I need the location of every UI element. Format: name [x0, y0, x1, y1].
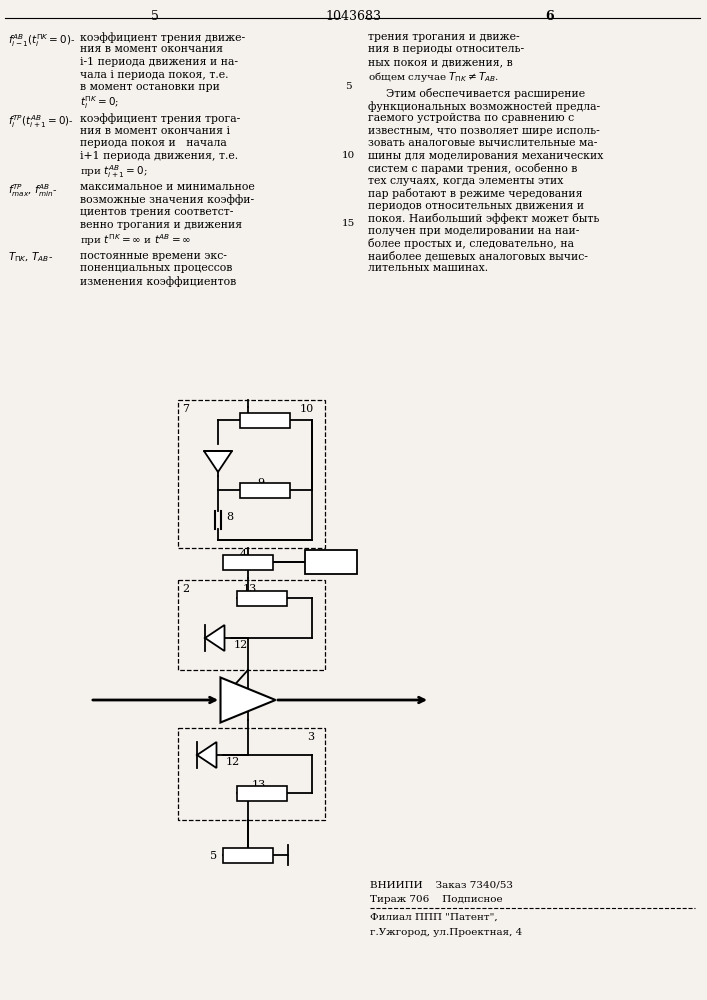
Text: более простых и, следовательно, на: более простых и, следовательно, на	[368, 238, 574, 249]
Polygon shape	[197, 742, 216, 768]
Text: общем случае $T_{\Pi K} \neq T_{AB}$.: общем случае $T_{\Pi K} \neq T_{AB}$.	[368, 70, 499, 84]
Text: г.Ужгород, ул.Проектная, 4: г.Ужгород, ул.Проектная, 4	[370, 928, 522, 937]
Polygon shape	[204, 451, 232, 472]
Text: коэффициент трения трога-: коэффициент трения трога-	[80, 113, 240, 124]
Text: коэффициент трения движе-: коэффициент трения движе-	[80, 32, 245, 43]
Text: 6: 6	[327, 556, 335, 568]
Text: максимальное и минимальное: максимальное и минимальное	[80, 182, 255, 192]
Bar	[240, 483, 290, 497]
Text: изменения коэффициентов: изменения коэффициентов	[80, 276, 236, 287]
Text: i-1 периода движения и на-: i-1 периода движения и на-	[80, 57, 238, 67]
Text: Филиал ППП "Патент",: Филиал ППП "Патент",	[370, 913, 498, 922]
Bar	[223, 848, 273, 862]
Text: 5: 5	[210, 851, 217, 861]
Text: тех случаях, когда элементы этих: тех случаях, когда элементы этих	[368, 176, 563, 186]
Text: 9: 9	[257, 478, 264, 488]
Text: систем с парами трения, особенно в: систем с парами трения, особенно в	[368, 163, 578, 174]
Text: ния в момент окончания: ния в момент окончания	[80, 44, 223, 54]
Text: 10: 10	[300, 404, 314, 414]
Text: при $t^{AB}_{i+1} = 0$;: при $t^{AB}_{i+1} = 0$;	[80, 163, 148, 180]
Text: зовать аналоговые вычислительные ма-: зовать аналоговые вычислительные ма-	[368, 138, 597, 148]
Text: периода покоя и   начала: периода покоя и начала	[80, 138, 227, 148]
Text: венно трогания и движения: венно трогания и движения	[80, 220, 242, 230]
Text: 13: 13	[252, 780, 267, 790]
Text: трения трогания и движе-: трения трогания и движе-	[368, 32, 520, 42]
Text: наиболее дешевых аналоговых вычис-: наиболее дешевых аналоговых вычис-	[368, 251, 588, 261]
Bar	[240, 412, 290, 428]
Text: периодов относительных движения и: периодов относительных движения и	[368, 201, 584, 211]
Text: 1043683: 1043683	[325, 10, 381, 23]
Text: при $t^{\Pi K} {=} \infty$ и $t^{AB}{=}\infty$: при $t^{\Pi K} {=} \infty$ и $t^{AB}{=}\…	[80, 232, 192, 248]
Text: 10: 10	[341, 151, 355, 160]
Text: чала i периода покоя, т.е.: чала i периода покоя, т.е.	[80, 70, 228, 80]
Text: 12: 12	[226, 757, 240, 767]
Text: 13: 13	[243, 584, 257, 594]
Text: 5: 5	[151, 10, 159, 23]
Text: 1: 1	[236, 699, 244, 709]
Text: Тираж 706    Подписное: Тираж 706 Подписное	[370, 895, 503, 904]
Bar	[305, 550, 357, 574]
Text: ния в момент окончания i: ния в момент окончания i	[80, 126, 230, 136]
Bar	[237, 786, 287, 800]
Text: в момент остановки при: в момент остановки при	[80, 82, 220, 92]
Text: гаемого устройства по сравнению с: гаемого устройства по сравнению с	[368, 113, 574, 123]
Text: 7: 7	[182, 404, 189, 414]
Text: ния в периоды относитель-: ния в периоды относитель-	[368, 44, 524, 54]
Text: функциональных возможностей предла-: функциональных возможностей предла-	[368, 101, 600, 112]
Text: $f^{TP}_{i}(t^{AB}_{i+1}{=}0)$-: $f^{TP}_{i}(t^{AB}_{i+1}{=}0)$-	[8, 113, 74, 130]
Text: постоянные времени экс-: постоянные времени экс-	[80, 251, 227, 261]
Text: $T_{\Pi K}$, $T_{AB}$-: $T_{\Pi K}$, $T_{AB}$-	[8, 251, 53, 264]
Text: $f^{TP}_{max}$, $f^{AB}_{min}$-: $f^{TP}_{max}$, $f^{AB}_{min}$-	[8, 182, 57, 199]
Text: циентов трения соответст-: циентов трения соответст-	[80, 207, 233, 217]
Text: покоя. Наибольший эффект может быть: покоя. Наибольший эффект может быть	[368, 213, 600, 224]
Text: $t^{\Pi K}_{i} = 0$;: $t^{\Pi K}_{i} = 0$;	[80, 95, 119, 111]
Text: 3: 3	[307, 732, 314, 742]
Text: известным, что позволяет шире исполь-: известным, что позволяет шире исполь-	[368, 126, 600, 136]
Text: шины для моделирования механических: шины для моделирования механических	[368, 151, 603, 161]
Text: 8: 8	[226, 512, 233, 522]
Bar	[178, 728, 325, 820]
Polygon shape	[205, 625, 225, 651]
Text: 4: 4	[240, 549, 247, 559]
Text: i+1 периода движения, т.е.: i+1 периода движения, т.е.	[80, 151, 238, 161]
Bar	[223, 554, 273, 570]
Bar	[178, 580, 325, 670]
Bar	[178, 400, 325, 548]
Text: поненциальных процессов: поненциальных процессов	[80, 263, 233, 273]
Text: пар работают в режиме чередования: пар работают в режиме чередования	[368, 188, 583, 199]
Text: 5: 5	[345, 82, 351, 91]
Text: получен при моделировании на наи-: получен при моделировании на наи-	[368, 226, 579, 236]
Bar	[237, 590, 287, 605]
Text: 15: 15	[341, 220, 355, 229]
Text: $f^{AB}_{i-1}(t^{\Pi K}_{i}{=}0)$-: $f^{AB}_{i-1}(t^{\Pi K}_{i}{=}0)$-	[8, 32, 76, 49]
Text: ВНИИПИ    Заказ 7340/53: ВНИИПИ Заказ 7340/53	[370, 880, 513, 889]
Polygon shape	[221, 678, 276, 722]
Text: возможные значения коэффи-: возможные значения коэффи-	[80, 194, 254, 205]
Text: 12: 12	[234, 640, 248, 650]
Text: Этим обеспечивается расширение: Этим обеспечивается расширение	[386, 88, 585, 99]
Text: 2: 2	[182, 584, 189, 594]
Text: ных покоя и движения, в: ных покоя и движения, в	[368, 57, 513, 67]
Text: лительных машинах.: лительных машинах.	[368, 263, 488, 273]
Text: 6: 6	[546, 10, 554, 23]
